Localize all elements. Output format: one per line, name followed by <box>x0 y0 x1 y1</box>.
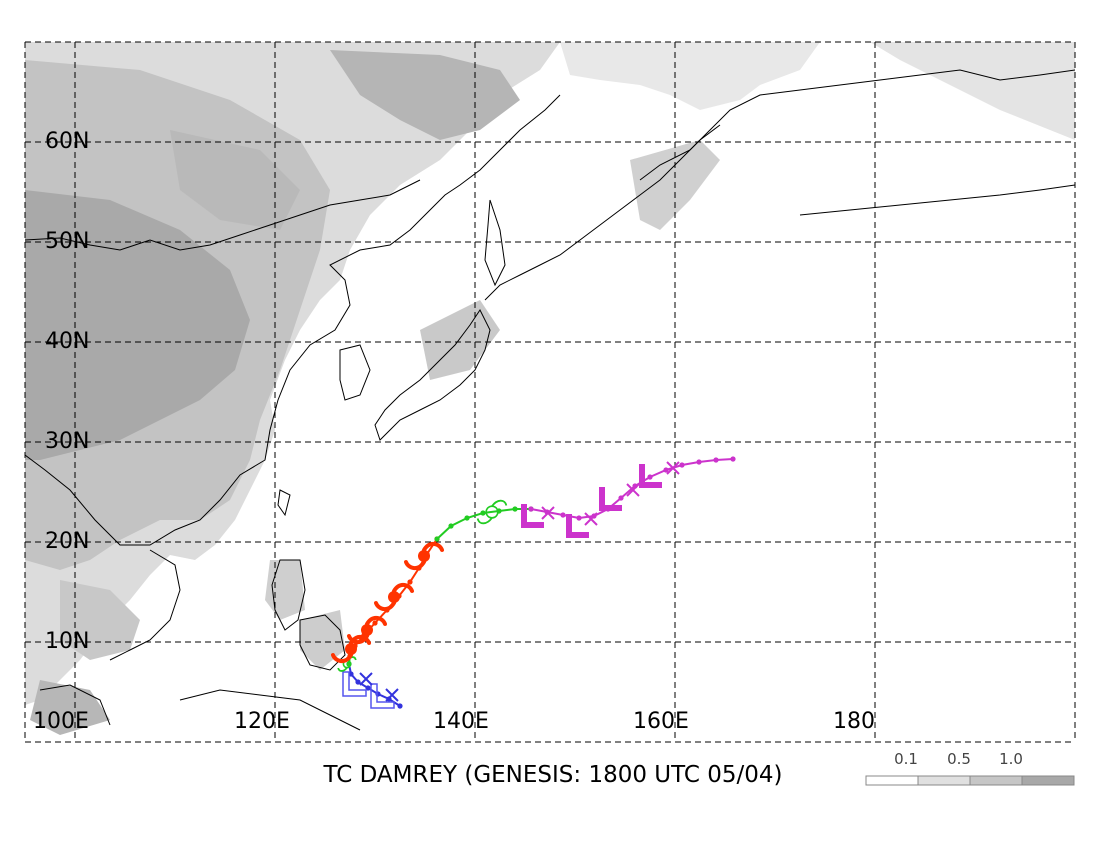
track-point <box>480 510 486 516</box>
track-point <box>397 703 403 709</box>
low-pressure-symbol <box>342 671 367 697</box>
lat-label-60n: 60N <box>45 129 90 154</box>
legend-swatch-high <box>1021 775 1075 786</box>
track-point <box>512 506 518 512</box>
track-point <box>434 536 440 542</box>
legend-label-0-5: 0.5 <box>947 750 971 768</box>
lon-label-140e: 140E <box>433 709 489 734</box>
map-title: TC DAMREY (GENESIS: 1800 UTC 05/04) <box>0 762 1100 788</box>
typhoon-symbol-arm <box>392 583 414 593</box>
track-point <box>375 691 381 697</box>
x-marker <box>359 672 373 686</box>
lat-label-10n: 10N <box>45 629 90 654</box>
storm-track <box>331 456 736 709</box>
typhoon-symbol-core <box>418 550 430 562</box>
typhoon-symbol-arm <box>404 560 426 570</box>
track-point <box>464 515 470 521</box>
track-point <box>663 467 669 473</box>
legend-label-1-0: 1.0 <box>999 750 1023 768</box>
lat-label-30n: 30N <box>45 429 90 454</box>
track-segment-0 <box>348 663 401 707</box>
track-point <box>679 462 685 468</box>
map-title-text: TC DAMREY (GENESIS: 1800 UTC 05/04) <box>323 762 783 788</box>
track-point <box>355 679 361 685</box>
typhoon-symbol-core <box>388 591 400 603</box>
tropical-storm-symbol-arm <box>491 499 508 507</box>
lat-label-20n: 20N <box>45 529 90 554</box>
low-pressure-symbol <box>521 504 544 528</box>
x-marker <box>385 688 399 702</box>
track-point <box>448 523 454 529</box>
typhoon-symbol-arm <box>422 542 444 552</box>
lat-label-40n: 40N <box>45 329 90 354</box>
track-point <box>407 579 413 585</box>
x-marker <box>584 512 598 526</box>
lon-label-100e: 100E <box>33 709 89 734</box>
typhoon-symbol-core <box>361 624 373 636</box>
lat-label-50n: 50N <box>45 229 90 254</box>
low-pressure-symbol <box>599 487 622 511</box>
lon-label-120e: 120E <box>234 709 290 734</box>
tropical-storm-symbol-arm <box>476 517 493 525</box>
track-point <box>560 512 566 518</box>
typhoon-symbol-arm <box>331 653 353 663</box>
track-point <box>696 459 702 465</box>
track-point <box>576 515 582 521</box>
low-pressure-symbol <box>566 514 589 538</box>
track-point <box>713 457 719 463</box>
lon-label-180: 180 <box>833 709 875 734</box>
typhoon-symbol-core <box>345 643 357 655</box>
coastlines <box>25 69 1075 731</box>
low-pressure-symbol <box>639 464 662 488</box>
typhoon-symbol-arm <box>365 616 387 626</box>
low-pressure-symbol <box>370 683 395 709</box>
track-point <box>618 495 624 501</box>
terrain-shading <box>25 42 1075 735</box>
typhoon-symbol-arm <box>374 601 396 611</box>
legend-bar <box>865 775 1075 786</box>
x-marker <box>626 483 640 497</box>
legend-label-0-1: 0.1 <box>894 750 918 768</box>
track-segment-4 <box>530 458 734 520</box>
lon-label-160e: 160E <box>633 709 689 734</box>
typhoon-symbol-arm <box>347 634 369 644</box>
track-point <box>372 620 378 626</box>
track-point <box>647 474 653 480</box>
track-point <box>730 456 736 462</box>
track-point <box>528 506 534 512</box>
x-marker <box>541 506 555 520</box>
gridlines <box>24 41 1076 743</box>
tropical-storm-symbol-arm <box>337 667 348 672</box>
x-marker <box>666 461 680 475</box>
